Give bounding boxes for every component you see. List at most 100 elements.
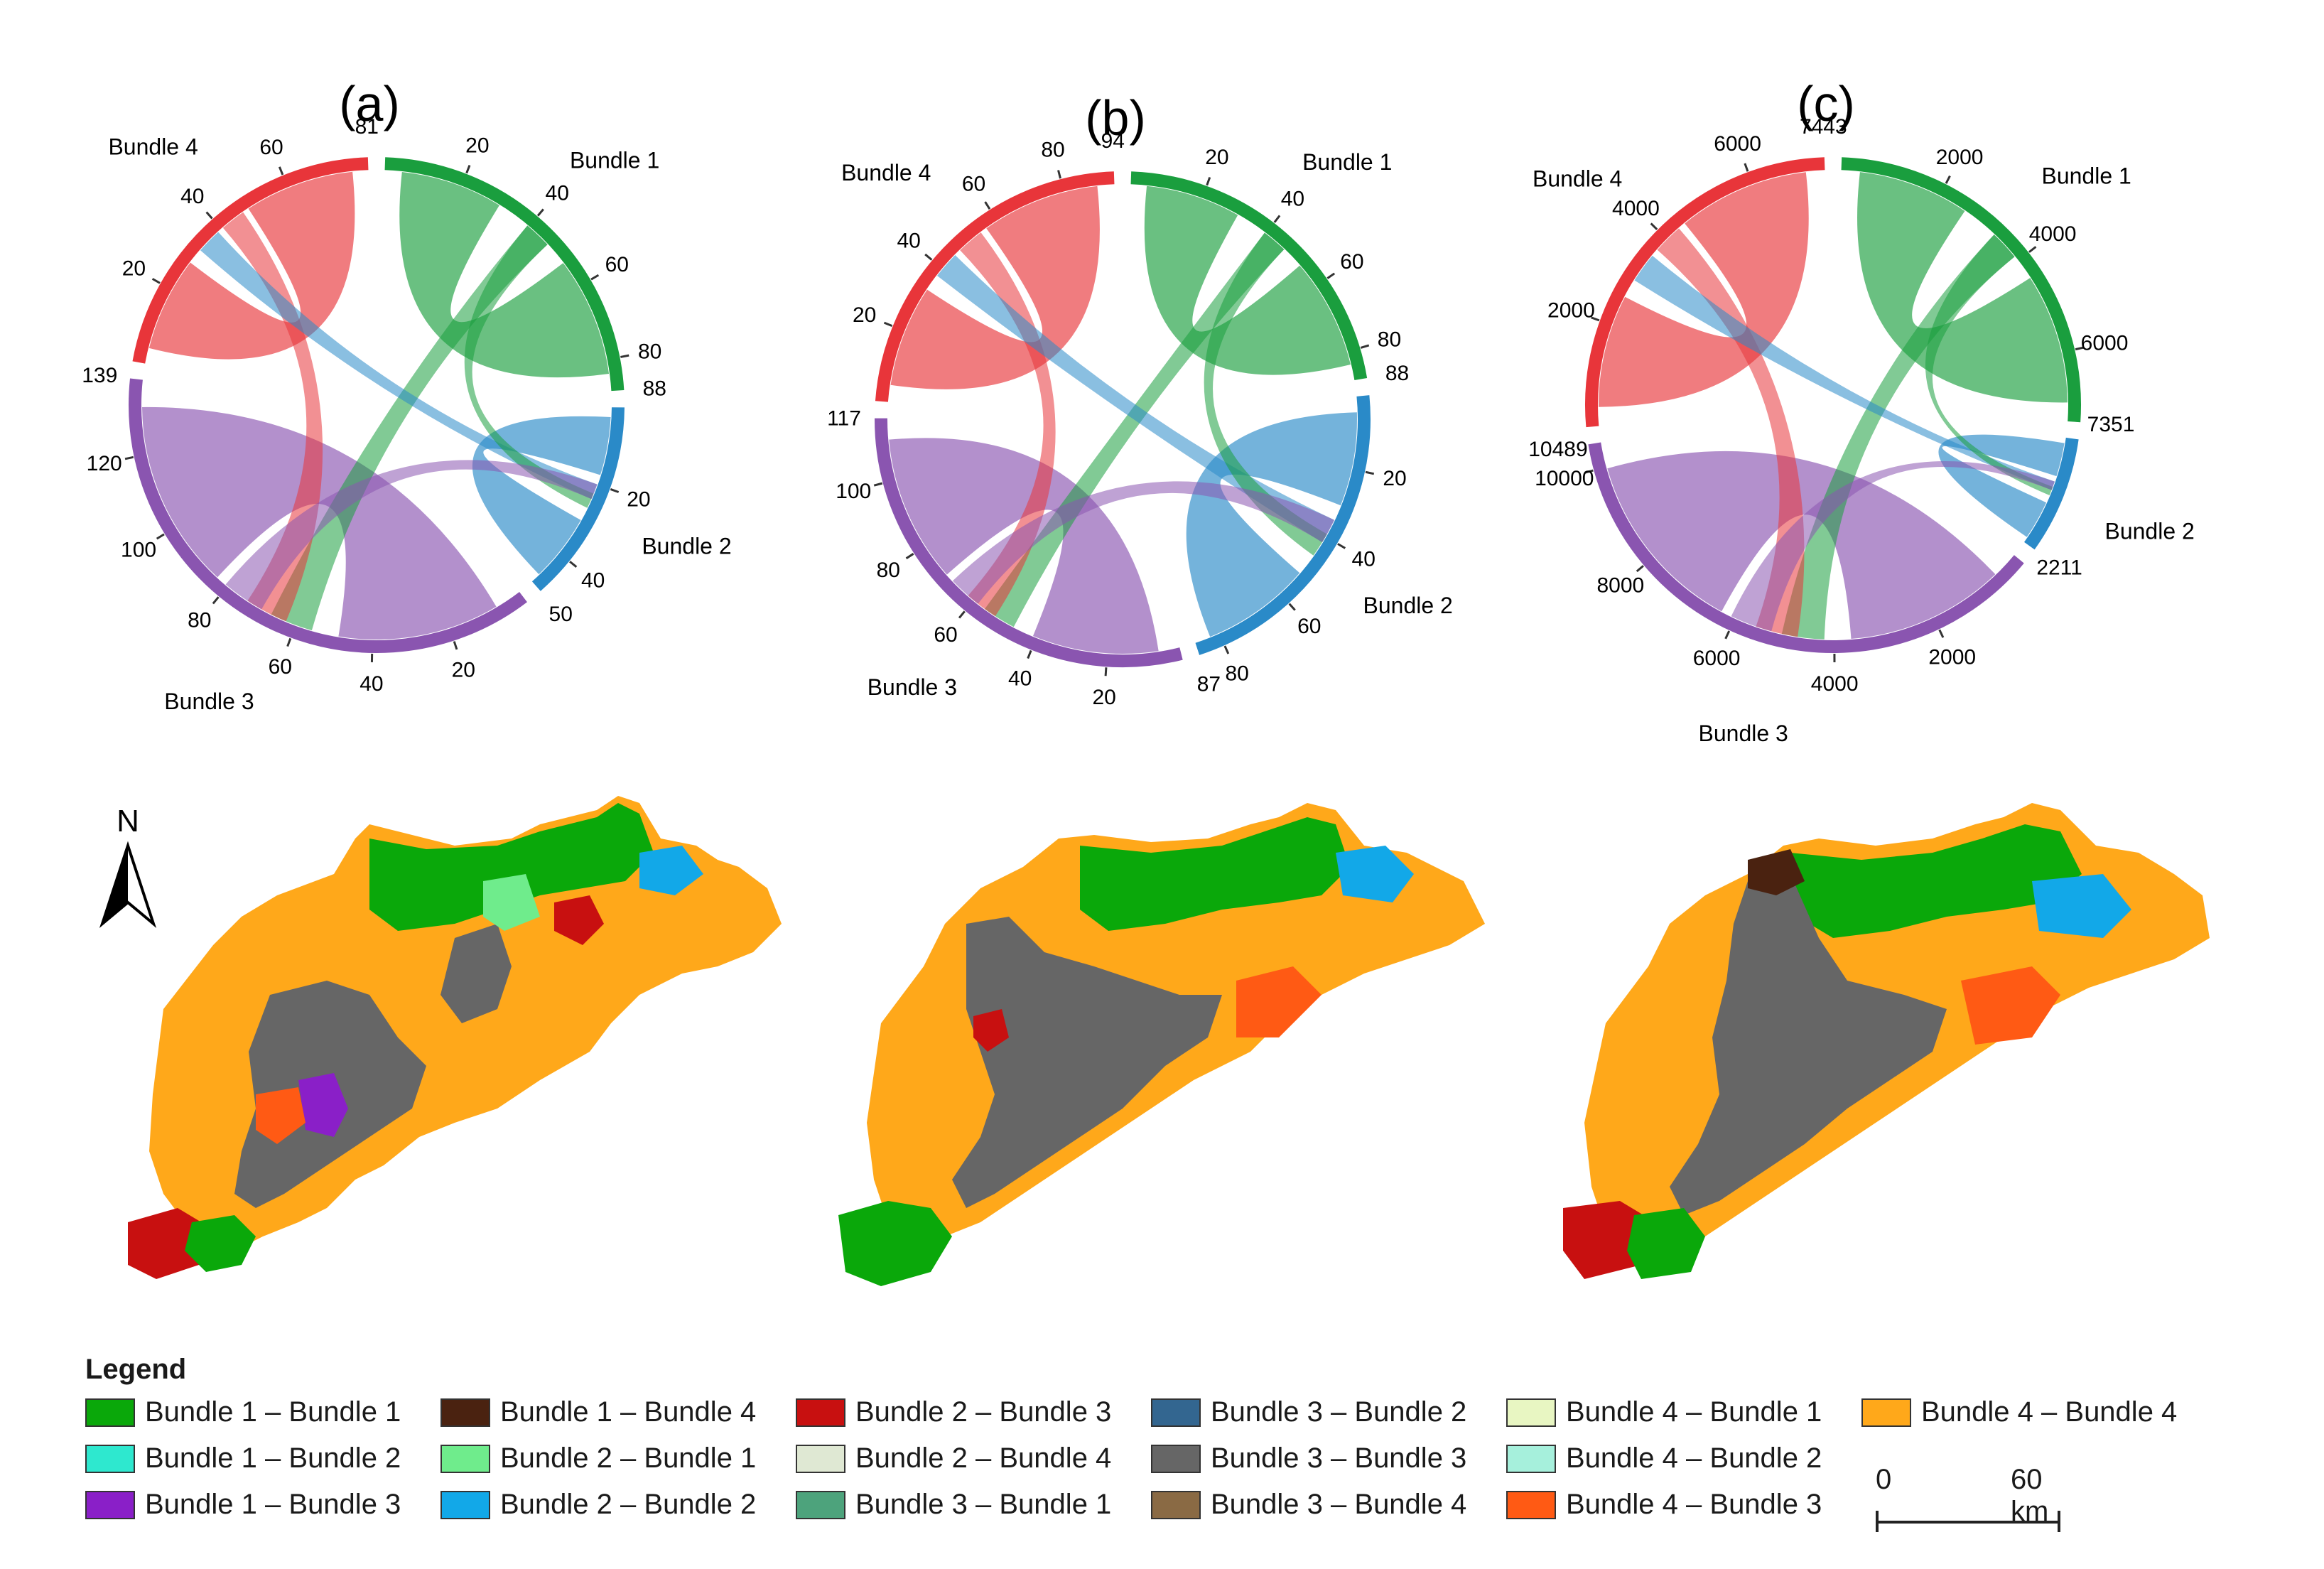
segment-arc [875, 171, 1115, 402]
chord-ribbon [952, 481, 1335, 604]
legend-label: Bundle 2 – Bundle 4 [855, 1443, 1112, 1474]
tick-mark [2028, 246, 2037, 253]
chord-ribbon [1938, 434, 2065, 537]
map-c-orange [1961, 966, 2060, 1045]
legend-item: Bundle 2 – Bundle 2 [441, 1489, 756, 1521]
tick-label: 20 [853, 303, 876, 327]
north-arrow: N [99, 804, 157, 928]
legend-item: Bundle 3 – Bundle 2 [1151, 1396, 1466, 1428]
maps: N [99, 796, 2210, 1286]
tick-label: 80 [1041, 138, 1064, 161]
legend-label: Bundle 2 – Bundle 1 [500, 1443, 757, 1474]
segment-total: 88 [1385, 362, 1409, 385]
map-a-lightgreen [483, 874, 540, 931]
bundle-label: Bundle 4 [1533, 166, 1622, 191]
tick-label: 60 [1340, 250, 1363, 274]
legend-label: Bundle 4 – Bundle 2 [1566, 1443, 1822, 1474]
segment-arc [1195, 395, 1371, 655]
tick-mark [1744, 163, 1749, 172]
legend-label: Bundle 4 – Bundle 4 [1921, 1396, 2178, 1428]
tick-label: 10000 [1535, 467, 1594, 490]
legend-label: Bundle 3 – Bundle 1 [855, 1489, 1112, 1520]
legend-item: Bundle 4 – Bundle 4 [1861, 1396, 2177, 1428]
legend-label: Bundle 2 – Bundle 2 [500, 1489, 757, 1520]
map-b-orange [1236, 966, 1322, 1037]
chord-diagram-a: (a) 20 40 60 80 88 Bundle 1 20 40 50 Bundle 2 20 40 6… [82, 76, 731, 714]
tick-label: 20 [1205, 146, 1228, 169]
map-c-green [1790, 824, 2082, 938]
chord-ribbon [464, 225, 594, 508]
tick-mark [1938, 629, 1945, 638]
segment-arc [129, 378, 527, 653]
tick-mark [1057, 170, 1061, 179]
tick-label: 80 [877, 559, 900, 582]
bundle-label: Bundle 2 [2104, 518, 2194, 544]
legend-swatch [796, 1444, 845, 1473]
tick-mark [1223, 645, 1230, 654]
segment-total: 87 [1197, 673, 1221, 696]
map-c-grey [1670, 874, 1947, 1215]
tick-mark [1650, 222, 1658, 230]
segment-total: 50 [549, 603, 573, 626]
tick-mark [151, 278, 161, 284]
tick-mark [1326, 272, 1336, 279]
legend-swatch [441, 1444, 490, 1473]
segment-total: 117 [827, 406, 861, 430]
segment-total: 10489 [1528, 438, 1587, 461]
chord-ribbon [984, 232, 1285, 627]
legend-label: Bundle 3 – Bundle 3 [1211, 1443, 1467, 1474]
legend-label: Bundle 4 – Bundle 1 [1566, 1396, 1822, 1428]
map-a-red [554, 895, 604, 945]
segment-total: 88 [643, 377, 666, 400]
map-c-brown [1748, 849, 1805, 895]
map-a-cyan [639, 846, 703, 895]
tick-label: 2000 [1936, 146, 1984, 169]
segment-arc [1585, 157, 1825, 428]
segment-arc [2023, 437, 2079, 550]
tick-label: 60 [605, 253, 629, 276]
map-a-green-south [185, 1215, 256, 1272]
legend-item: Bundle 3 – Bundle 1 [796, 1489, 1111, 1521]
tick-label: 40 [897, 230, 920, 253]
bundle-label: Bundle 1 [2041, 163, 2131, 189]
legend-item: Bundle 4 – Bundle 1 [1506, 1396, 1822, 1428]
tick-label: 40 [1352, 547, 1376, 571]
bundle-label: Bundle 1 [570, 147, 659, 173]
tick-label: 40 [360, 672, 383, 696]
legend-title: Legend [85, 1354, 187, 1385]
legend-swatch [441, 1490, 490, 1519]
tick-label: 4000 [2029, 222, 2077, 246]
legend-swatch [85, 1444, 135, 1473]
tick-label: 2000 [1928, 645, 1976, 669]
bundle-label: Bundle 2 [1363, 593, 1453, 618]
segment-arc [384, 157, 625, 392]
tick-label: 60 [962, 173, 985, 196]
legend-item: Bundle 4 – Bundle 2 [1506, 1443, 1822, 1474]
tick-mark [984, 201, 991, 210]
legend-swatch [1151, 1490, 1201, 1519]
tick-label: 6000 [1693, 647, 1741, 670]
tick-mark [1945, 175, 1951, 184]
legend-item: Bundle 3 – Bundle 4 [1151, 1489, 1466, 1521]
panel-label: (b) [1085, 90, 1146, 146]
tick-label: 20 [465, 134, 489, 158]
legend-swatch [441, 1398, 490, 1427]
tick-mark [1206, 176, 1211, 186]
legend-swatch [796, 1490, 845, 1519]
scale-bar: 0 60 km [1876, 1464, 2068, 1532]
tick-label: 2000 [1547, 299, 1595, 323]
tick-label: 120 [87, 452, 122, 475]
chord-ribbon [472, 416, 611, 575]
segment-total: 94 [1101, 129, 1125, 153]
segment-arc [531, 407, 625, 591]
tick-mark [1360, 344, 1370, 349]
tick-label: 60 [269, 655, 292, 679]
tick-mark [610, 488, 620, 493]
tick-mark [873, 482, 883, 487]
map-c-green-south [1627, 1208, 1705, 1279]
tick-label: 80 [638, 340, 661, 363]
tick-label: 20 [1092, 686, 1115, 709]
tick-label: 60 [1297, 615, 1321, 638]
